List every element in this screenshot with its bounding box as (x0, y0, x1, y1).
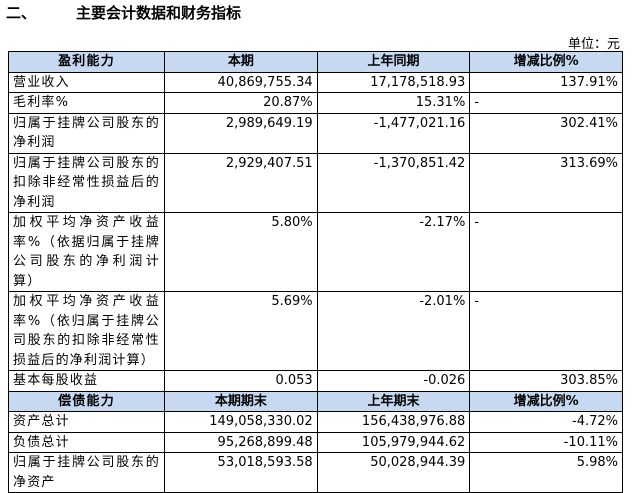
value-cell: 15.31% (316, 92, 471, 114)
data-row: 毛利率% 20.87% 15.31% - (8, 92, 623, 114)
value-cell: 5.80% (164, 212, 318, 292)
row-label: 营业收入 (8, 71, 165, 93)
header-cell: 盈利能力 (8, 51, 165, 73)
data-row: 归属于挂牌公司股东的净利润 2,989,649.19 -1,477,021.16 30… (8, 112, 623, 154)
value-cell: -2.01% (316, 291, 471, 371)
data-row: 归属于挂牌公司股东的净资产 53,018,593.58 50,028,944.39 5… (8, 452, 623, 493)
value-cell: 0.053 (164, 370, 318, 392)
value-cell: 40,869,755.34 (164, 71, 318, 93)
header-row: 偿债能力 本期期末 上年期末 增减比例% (8, 390, 623, 412)
header-row: 盈利能力 本期 上年同期 增减比例% (8, 51, 623, 73)
value-cell: -0.026 (316, 370, 471, 392)
value-cell: -4.72% (469, 411, 623, 433)
section-text: 主要会计数据和财务指标 (76, 4, 242, 22)
value-cell: 2,929,407.51 (164, 152, 318, 213)
header-cell: 本期期末 (164, 390, 318, 412)
value-cell: 50,028,944.39 (316, 452, 471, 493)
unit-label: 单位：元 (567, 37, 620, 52)
value-cell: - (469, 92, 623, 114)
value-cell: 302.41% (469, 112, 623, 154)
value-cell: - (469, 212, 623, 292)
row-label: 加权平均净资产收益率%（依据归属于挂牌公司股东的净利润计算） (8, 212, 165, 292)
data-row: 资产总计 149,058,330.02 156,438,976.88 -4.72% (8, 411, 623, 433)
data-row: 归属于挂牌公司股东的扣除非经常性损益后的净利润 2,929,407.51 -1,37… (8, 152, 623, 213)
value-cell: -10.11% (469, 431, 623, 453)
header-cell: 上年期末 (316, 390, 471, 412)
section-title: 二、 主要会计数据和财务指标 (6, 2, 241, 23)
value-cell: - (469, 291, 623, 371)
value-cell: 2,989,649.19 (164, 112, 318, 154)
row-label: 毛利率% (8, 92, 165, 114)
value-cell: 313.69% (469, 152, 623, 213)
value-cell: 5.69% (164, 291, 318, 371)
data-row: 加权平均净资产收益率%（依归属于挂牌公司股东的扣除非经常性损益后的净利润计算） 5… (8, 291, 623, 371)
data-row: 负债总计 95,268,899.48 105,979,944.62 -10.11% (8, 431, 623, 453)
row-label: 归属于挂牌公司股东的净利润 (8, 112, 165, 154)
value-cell: 156,438,976.88 (316, 411, 471, 433)
header-cell: 增减比例% (469, 390, 623, 412)
value-cell: 137.91% (469, 71, 623, 93)
table-body: 盈利能力 本期 上年同期 增减比例% 营业收入 40,869,755.34 17,178,5… (8, 51, 623, 493)
row-label: 归属于挂牌公司股东的净资产 (8, 452, 165, 493)
value-cell: 17,178,518.93 (316, 71, 471, 93)
value-cell: 303.85% (469, 370, 623, 392)
value-cell: 5.98% (469, 452, 623, 493)
value-cell: 105,979,944.62 (316, 431, 471, 453)
value-cell: -1,370,851.42 (316, 152, 471, 213)
header-cell: 偿债能力 (8, 390, 165, 412)
data-row: 营业收入 40,869,755.34 17,178,518.93 137.91% (8, 71, 623, 93)
row-label: 基本每股收益 (8, 370, 165, 392)
value-cell: 53,018,593.58 (164, 452, 318, 493)
data-row: 加权平均净资产收益率%（依据归属于挂牌公司股东的净利润计算） 5.80% -2.17… (8, 212, 623, 292)
value-cell: -2.17% (316, 212, 471, 292)
header-cell: 上年同期 (316, 51, 471, 73)
row-label: 资产总计 (8, 411, 165, 433)
value-cell: 149,058,330.02 (164, 411, 318, 433)
row-label: 负债总计 (8, 431, 165, 453)
value-cell: 95,268,899.48 (164, 431, 318, 453)
financial-table: 盈利能力 本期 上年同期 增减比例% 营业收入 40,869,755.34 17,178,5… (8, 51, 623, 493)
data-row: 基本每股收益 0.053 -0.026 303.85% (8, 370, 623, 392)
header-cell: 本期 (164, 51, 318, 73)
value-cell: 20.87% (164, 92, 318, 114)
section-number: 二、 (6, 4, 37, 22)
row-label: 加权平均净资产收益率%（依归属于挂牌公司股东的扣除非经常性损益后的净利润计算） (8, 291, 165, 371)
row-label: 归属于挂牌公司股东的扣除非经常性损益后的净利润 (8, 152, 165, 213)
page: 二、 主要会计数据和财务指标 单位：元 盈利能力 本期 上年同期 增减比例% 营业收入 40… (6, 2, 623, 493)
header-cell: 增减比例% (469, 51, 623, 73)
value-cell: -1,477,021.16 (316, 112, 471, 154)
